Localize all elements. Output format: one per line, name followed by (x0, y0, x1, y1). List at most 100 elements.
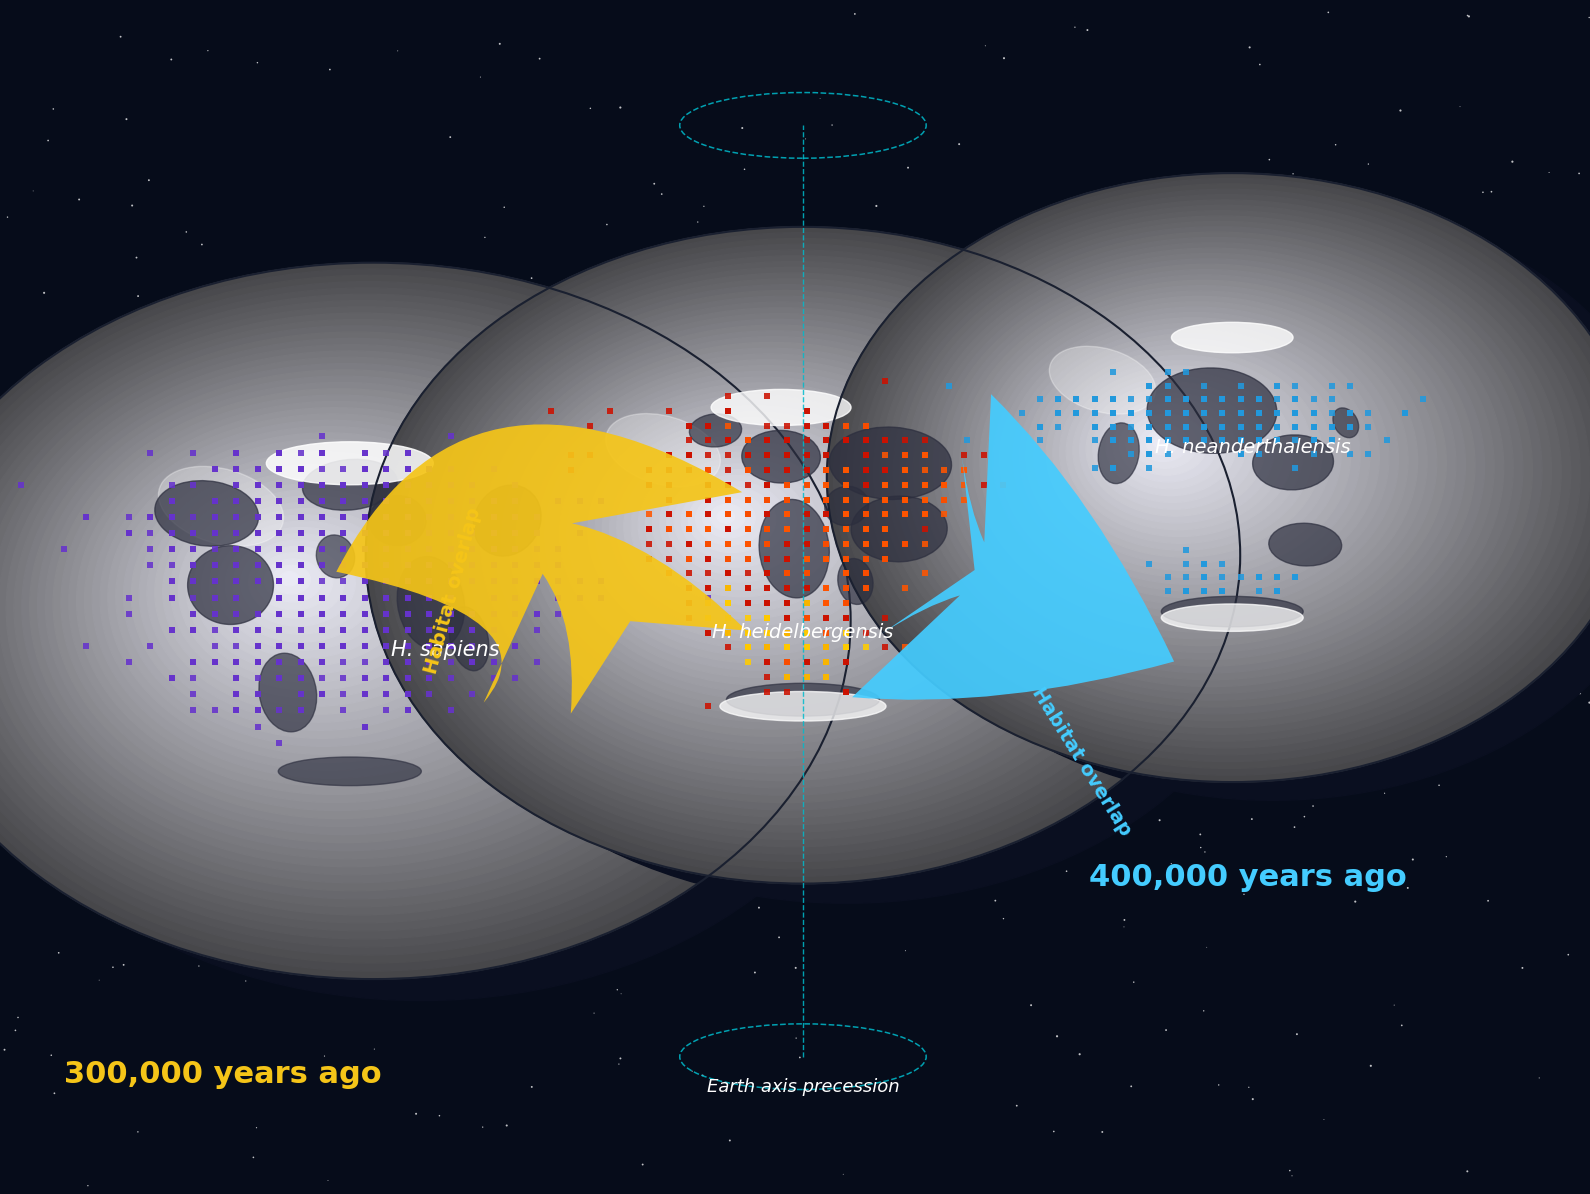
Circle shape (1099, 393, 1245, 503)
Point (852, 519, 878, 538)
Point (537, 401, 564, 420)
Point (657, 564, 682, 583)
Point (502, 589, 528, 607)
Point (873, 431, 898, 450)
Point (774, 564, 800, 583)
Point (814, 667, 840, 687)
Point (814, 593, 840, 613)
Point (1247, 389, 1272, 408)
Point (308, 443, 334, 462)
Point (266, 636, 291, 656)
Point (735, 461, 760, 480)
Point (774, 682, 800, 701)
Point (374, 491, 399, 510)
Point (245, 475, 270, 494)
Point (892, 431, 917, 450)
Ellipse shape (398, 556, 464, 650)
Point (755, 461, 781, 480)
Point (353, 716, 378, 736)
Point (852, 461, 878, 480)
Point (1247, 431, 1272, 450)
Point (892, 475, 917, 494)
Point (308, 523, 334, 542)
Circle shape (1119, 408, 1216, 482)
Point (437, 507, 464, 527)
Point (833, 608, 859, 627)
Point (73, 636, 99, 656)
Point (873, 505, 898, 524)
Point (922, 523, 948, 542)
Point (353, 475, 378, 494)
Point (308, 636, 334, 656)
Point (1264, 568, 1289, 587)
Point (437, 523, 464, 542)
Point (1301, 404, 1326, 423)
Point (1374, 431, 1399, 450)
Point (480, 589, 506, 607)
Point (716, 475, 741, 494)
Point (873, 505, 898, 524)
Point (1283, 568, 1309, 587)
Point (417, 507, 442, 527)
Point (480, 669, 506, 688)
Point (394, 475, 420, 494)
Point (394, 491, 420, 510)
Point (735, 535, 760, 554)
Point (793, 652, 819, 671)
Point (833, 490, 859, 509)
Point (774, 505, 800, 524)
Point (331, 621, 356, 640)
Point (814, 519, 840, 538)
Point (833, 490, 859, 509)
Point (852, 475, 878, 494)
Point (417, 507, 442, 527)
Point (245, 685, 270, 704)
Point (991, 909, 1016, 928)
Point (755, 682, 781, 701)
Point (774, 667, 800, 687)
Point (755, 593, 781, 613)
Point (202, 572, 227, 591)
Point (223, 589, 248, 607)
Point (1100, 389, 1126, 408)
Point (793, 475, 819, 494)
Point (545, 556, 571, 576)
Point (735, 505, 760, 524)
Point (793, 475, 819, 494)
Text: 400,000 years ago: 400,000 years ago (1089, 863, 1407, 892)
Point (437, 589, 464, 607)
Point (852, 416, 878, 435)
Point (159, 491, 184, 510)
Point (223, 491, 248, 510)
Ellipse shape (1269, 523, 1342, 566)
Point (657, 519, 682, 538)
Circle shape (703, 498, 755, 537)
Point (86, 971, 111, 990)
Point (180, 669, 207, 688)
Point (480, 491, 506, 510)
Point (394, 572, 420, 591)
Point (394, 621, 420, 640)
Point (394, 523, 420, 542)
Point (814, 579, 840, 598)
Point (946, 135, 971, 154)
Point (873, 461, 898, 480)
Point (1210, 568, 1235, 587)
Point (793, 416, 819, 435)
Point (202, 507, 227, 527)
Circle shape (709, 504, 744, 530)
Point (509, 380, 534, 399)
Point (1390, 1016, 1415, 1035)
Circle shape (1092, 388, 1255, 510)
Point (852, 519, 878, 538)
Point (374, 556, 399, 576)
Point (814, 549, 840, 568)
Point (863, 196, 889, 215)
Point (1283, 417, 1309, 436)
Point (245, 652, 270, 671)
Point (1526, 1069, 1552, 1088)
Circle shape (1040, 345, 1331, 564)
Point (1352, 628, 1377, 647)
Point (502, 523, 528, 542)
Point (873, 519, 898, 538)
